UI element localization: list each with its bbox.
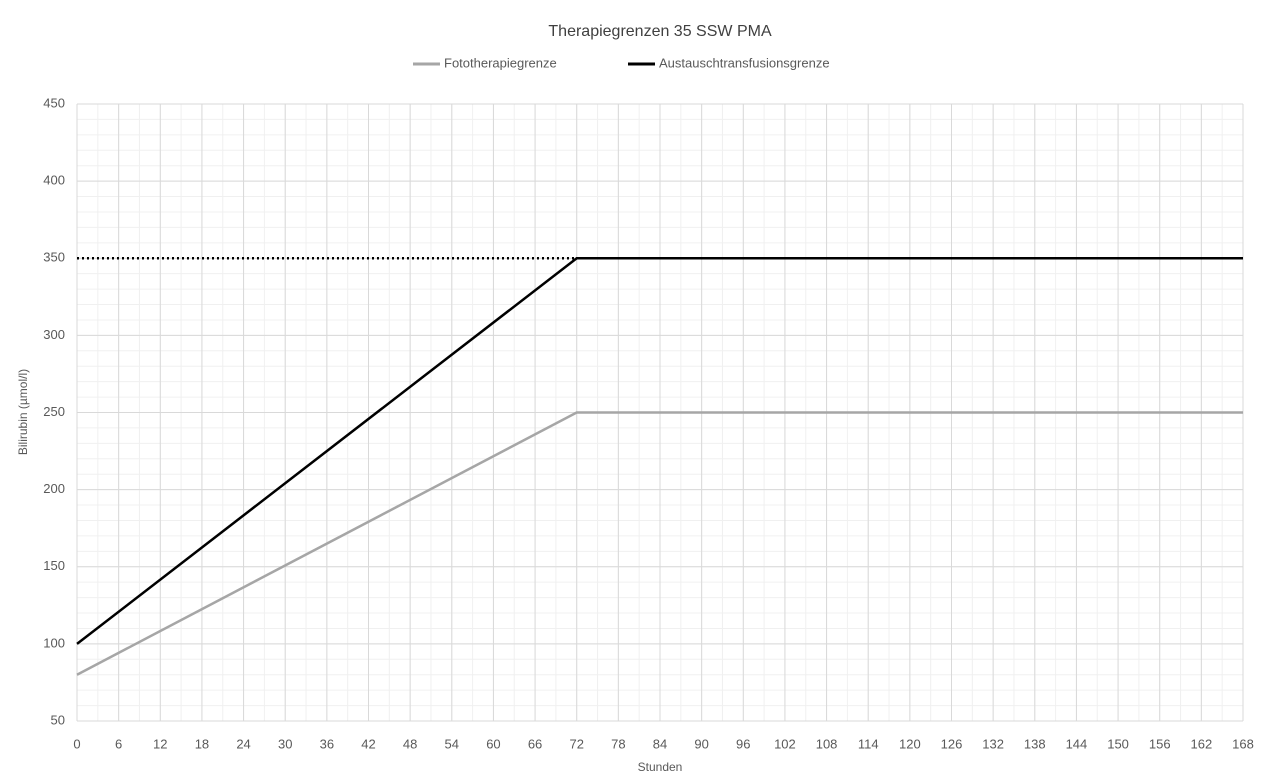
series-line	[76, 411, 1243, 676]
y-tick-label: 200	[43, 481, 65, 496]
series-line	[76, 257, 1243, 645]
y-tick-label: 150	[43, 558, 65, 573]
x-tick-label: 12	[153, 736, 167, 751]
x-tick-label: 168	[1232, 736, 1254, 751]
x-tick-label: 162	[1191, 736, 1213, 751]
x-tick-label: 30	[278, 736, 292, 751]
x-tick-label: 72	[569, 736, 583, 751]
x-tick-label: 48	[403, 736, 417, 751]
y-tick-label: 300	[43, 327, 65, 342]
y-tick-label: 450	[43, 95, 65, 110]
x-tick-label: 24	[236, 736, 250, 751]
x-tick-label: 144	[1066, 736, 1088, 751]
x-tick-label: 114	[858, 736, 879, 751]
x-tick-label: 54	[445, 736, 459, 751]
x-tick-label: 6	[115, 736, 122, 751]
x-tick-label: 42	[361, 736, 375, 751]
x-tick-label: 156	[1149, 736, 1171, 751]
x-tick-label: 102	[774, 736, 796, 751]
x-tick-label: 90	[694, 736, 708, 751]
legend-label: Fototherapiegrenze	[444, 55, 557, 70]
x-tick-label: 120	[899, 736, 921, 751]
x-tick-label: 78	[611, 736, 625, 751]
x-tick-label: 126	[941, 736, 963, 751]
x-tick-label: 84	[653, 736, 667, 751]
y-tick-label: 400	[43, 173, 65, 188]
y-tick-label: 350	[43, 250, 65, 265]
y-axis-label: Bilirubin (µmol/l)	[16, 369, 30, 455]
x-tick-label: 96	[736, 736, 750, 751]
y-tick-label: 100	[43, 635, 65, 650]
x-tick-label: 132	[982, 736, 1004, 751]
chart-title: Therapiegrenzen 35 SSW PMA	[548, 23, 772, 40]
x-axis-label: Stunden	[638, 760, 683, 774]
legend-label: Austauschtransfusionsgrenze	[659, 55, 830, 70]
y-tick-label: 50	[51, 712, 65, 727]
y-tick-label: 250	[43, 404, 65, 419]
x-tick-label: 66	[528, 736, 542, 751]
x-tick-label: 138	[1024, 736, 1046, 751]
x-tick-label: 0	[73, 736, 80, 751]
x-tick-label: 150	[1107, 736, 1129, 751]
x-tick-label: 108	[816, 736, 838, 751]
x-tick-label: 36	[320, 736, 334, 751]
x-tick-label: 18	[195, 736, 209, 751]
x-tick-label: 60	[486, 736, 500, 751]
